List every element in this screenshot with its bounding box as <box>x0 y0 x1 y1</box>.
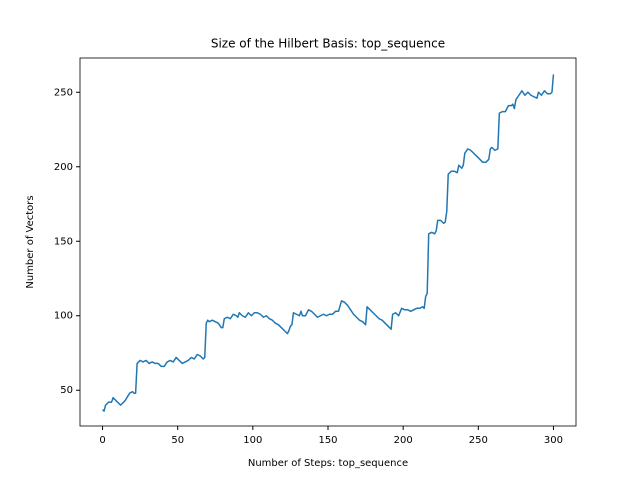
x-tick-label: 250 <box>469 435 488 446</box>
y-tick-label: 200 <box>54 162 73 173</box>
data-line <box>102 74 555 412</box>
x-tick-label: 150 <box>318 435 337 446</box>
chart-title: Size of the Hilbert Basis: top_sequence <box>211 37 445 51</box>
x-tick-label: 50 <box>171 435 184 446</box>
x-tick-label: 0 <box>99 435 105 446</box>
plot-frame <box>79 57 577 427</box>
y-tick-label: 100 <box>54 311 73 322</box>
x-tick-label: 100 <box>243 435 262 446</box>
y-tick-label: 150 <box>54 236 73 247</box>
x-tick-label: 300 <box>544 435 563 446</box>
x-tick-label: 200 <box>394 435 413 446</box>
y-tick-label: 50 <box>60 385 73 396</box>
y-axis-label: Number of Vectors <box>25 195 36 288</box>
x-axis-label: Number of Steps: top_sequence <box>248 458 408 469</box>
y-tick-label: 250 <box>54 87 73 98</box>
